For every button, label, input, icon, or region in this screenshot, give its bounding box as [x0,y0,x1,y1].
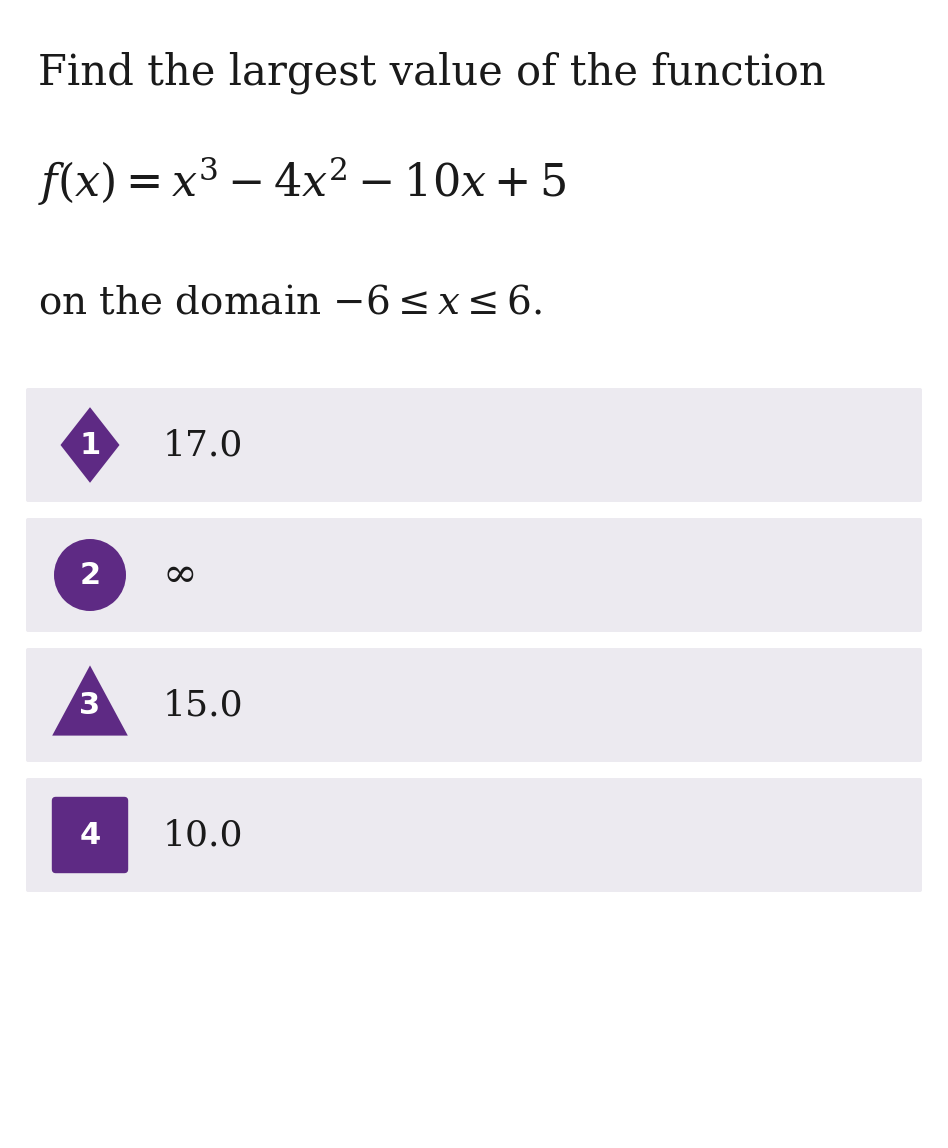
FancyBboxPatch shape [26,647,922,762]
Text: on the domain $-6 \leq x \leq 6.$: on the domain $-6 \leq x \leq 6.$ [38,285,542,321]
Text: $f(x) = x^3 - 4x^2 - 10x + 5$: $f(x) = x^3 - 4x^2 - 10x + 5$ [38,155,567,208]
Polygon shape [52,666,128,736]
Text: 15.0: 15.0 [163,688,244,722]
Text: Find the largest value of the function: Find the largest value of the function [38,52,826,94]
Text: 1: 1 [80,430,100,459]
Text: 10.0: 10.0 [163,819,244,852]
Text: 4: 4 [80,821,100,850]
Text: 3: 3 [80,690,100,720]
FancyBboxPatch shape [26,778,922,892]
Text: ∞: ∞ [163,554,197,596]
FancyBboxPatch shape [52,797,128,874]
Circle shape [54,540,126,611]
Polygon shape [61,408,119,483]
Text: 2: 2 [80,560,100,590]
FancyBboxPatch shape [26,388,922,502]
Text: 17.0: 17.0 [163,428,244,461]
FancyBboxPatch shape [26,518,922,633]
